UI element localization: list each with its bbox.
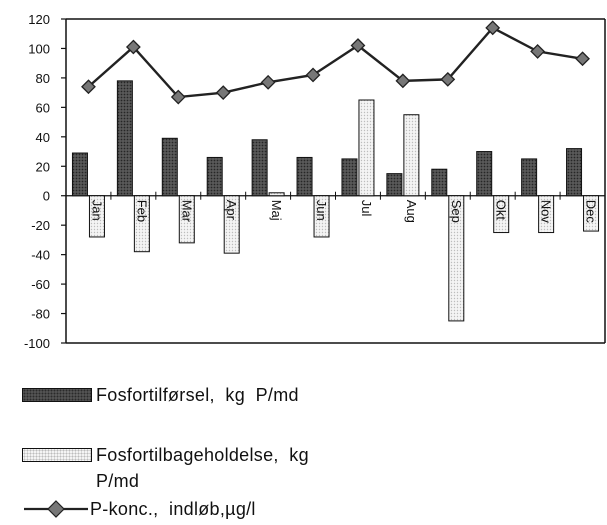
marker-pkonc-maj — [260, 74, 276, 90]
category-labels: Jan Feb Mar Apr Maj Jun Jul Aug Sep Okt Nov Dec — [89, 200, 598, 224]
bar-tilbageholdelse-jun — [313, 195, 330, 238]
y-tick-label: -40 — [31, 248, 50, 263]
y-tick-label: 80 — [36, 71, 50, 86]
marker-pkonc-mar — [170, 89, 186, 105]
marker-pkonc-nov — [530, 43, 546, 59]
marker-pkonc-okt — [485, 20, 501, 36]
bar-tilforsel-dec — [566, 148, 583, 197]
y-tick-label: -80 — [31, 307, 50, 322]
marker-pkonc-jun — [305, 67, 321, 83]
bar-tilforsel-nov — [521, 158, 538, 197]
legend-label-tilforsel: Fosfortilførsel, kg P/md — [96, 385, 299, 405]
x-category-label: Jun — [314, 200, 329, 221]
line-pkonc — [87, 26, 583, 99]
y-tick-label: 40 — [36, 130, 50, 145]
y-tick-label: 100 — [28, 41, 50, 56]
marker-pkonc-apr — [215, 85, 231, 101]
bar-tilforsel-jan — [71, 152, 88, 197]
bar-tilforsel-mar — [161, 137, 178, 197]
x-category-label: Feb — [134, 200, 149, 222]
y-tick-label: -100 — [24, 336, 50, 351]
marker-pkonc-jul — [350, 38, 366, 53]
marker-pkonc-dec — [575, 51, 590, 67]
x-category-label: Okt — [494, 200, 509, 221]
x-category-label: Mar — [179, 200, 194, 223]
x-category-label: Maj — [269, 200, 284, 221]
bar-tilforsel-aug — [386, 173, 403, 197]
bar-tilbageholdelse-dec — [583, 195, 600, 232]
y-tick-label: -20 — [31, 218, 50, 233]
bar-tilforsel-jul — [341, 158, 358, 197]
bar-tilbageholdelse-sep — [448, 195, 465, 322]
bars — [71, 80, 600, 322]
bar-tilforsel-maj — [251, 139, 268, 197]
x-category-label: Sep — [449, 200, 464, 223]
bar-tilforsel-sep — [431, 168, 448, 197]
bar-tilbageholdelse-okt — [493, 195, 510, 234]
bar-tilforsel-okt — [476, 151, 493, 197]
marker-pkonc-feb — [125, 39, 141, 55]
legend-label-tilbageholdelse: Fosfortilbageholdelse, kg P/md — [96, 445, 309, 491]
y-tick-label: -60 — [31, 277, 50, 292]
y-tick-label: 60 — [36, 100, 50, 115]
bar-tilbageholdelse-apr — [223, 195, 240, 254]
y-axis: 120 100 80 60 40 20 0 -20 -40 -60 -80 -100 — [24, 12, 606, 351]
bar-tilbageholdelse-maj — [268, 192, 285, 197]
x-category-label: Jan — [89, 200, 104, 221]
marker-pkonc-sep — [440, 71, 456, 87]
bar-tilbageholdelse-jan — [88, 195, 105, 238]
marker-pkonc-aug — [395, 73, 411, 89]
bar-tilforsel-apr — [206, 156, 223, 197]
legend-swatch-line-marker — [24, 500, 88, 518]
bar-tilbageholdelse-feb — [133, 195, 150, 253]
y-tick-label: 20 — [36, 159, 50, 174]
bar-tilbageholdelse-nov — [538, 195, 555, 234]
bar-tilforsel-feb — [116, 80, 133, 197]
y-tick-label: 120 — [28, 12, 50, 27]
legend-swatch-light-bar — [22, 448, 92, 462]
x-category-label: Dec — [584, 200, 599, 224]
legend-label-pkonc: P-konc., indløb,µg/l — [90, 499, 256, 519]
bar-tilbageholdelse-aug — [403, 114, 420, 197]
x-category-label: Aug — [404, 200, 419, 223]
x-category-label: Jul — [359, 200, 374, 217]
x-category-label: Apr — [224, 200, 239, 221]
x-category-label: Nov — [539, 200, 554, 224]
line-series — [81, 20, 590, 105]
y-tick-label: 0 — [43, 189, 50, 204]
chart: 120 100 80 60 40 20 0 -20 -40 -60 -80 -100 Jan Feb Ma… — [24, 12, 606, 351]
bar-tilforsel-jun — [296, 156, 313, 197]
marker-pkonc-jan — [81, 79, 96, 95]
bar-tilbageholdelse-mar — [178, 195, 195, 244]
legend-swatch-dark-bar — [22, 388, 92, 402]
bar-tilbageholdelse-jul — [358, 99, 375, 197]
